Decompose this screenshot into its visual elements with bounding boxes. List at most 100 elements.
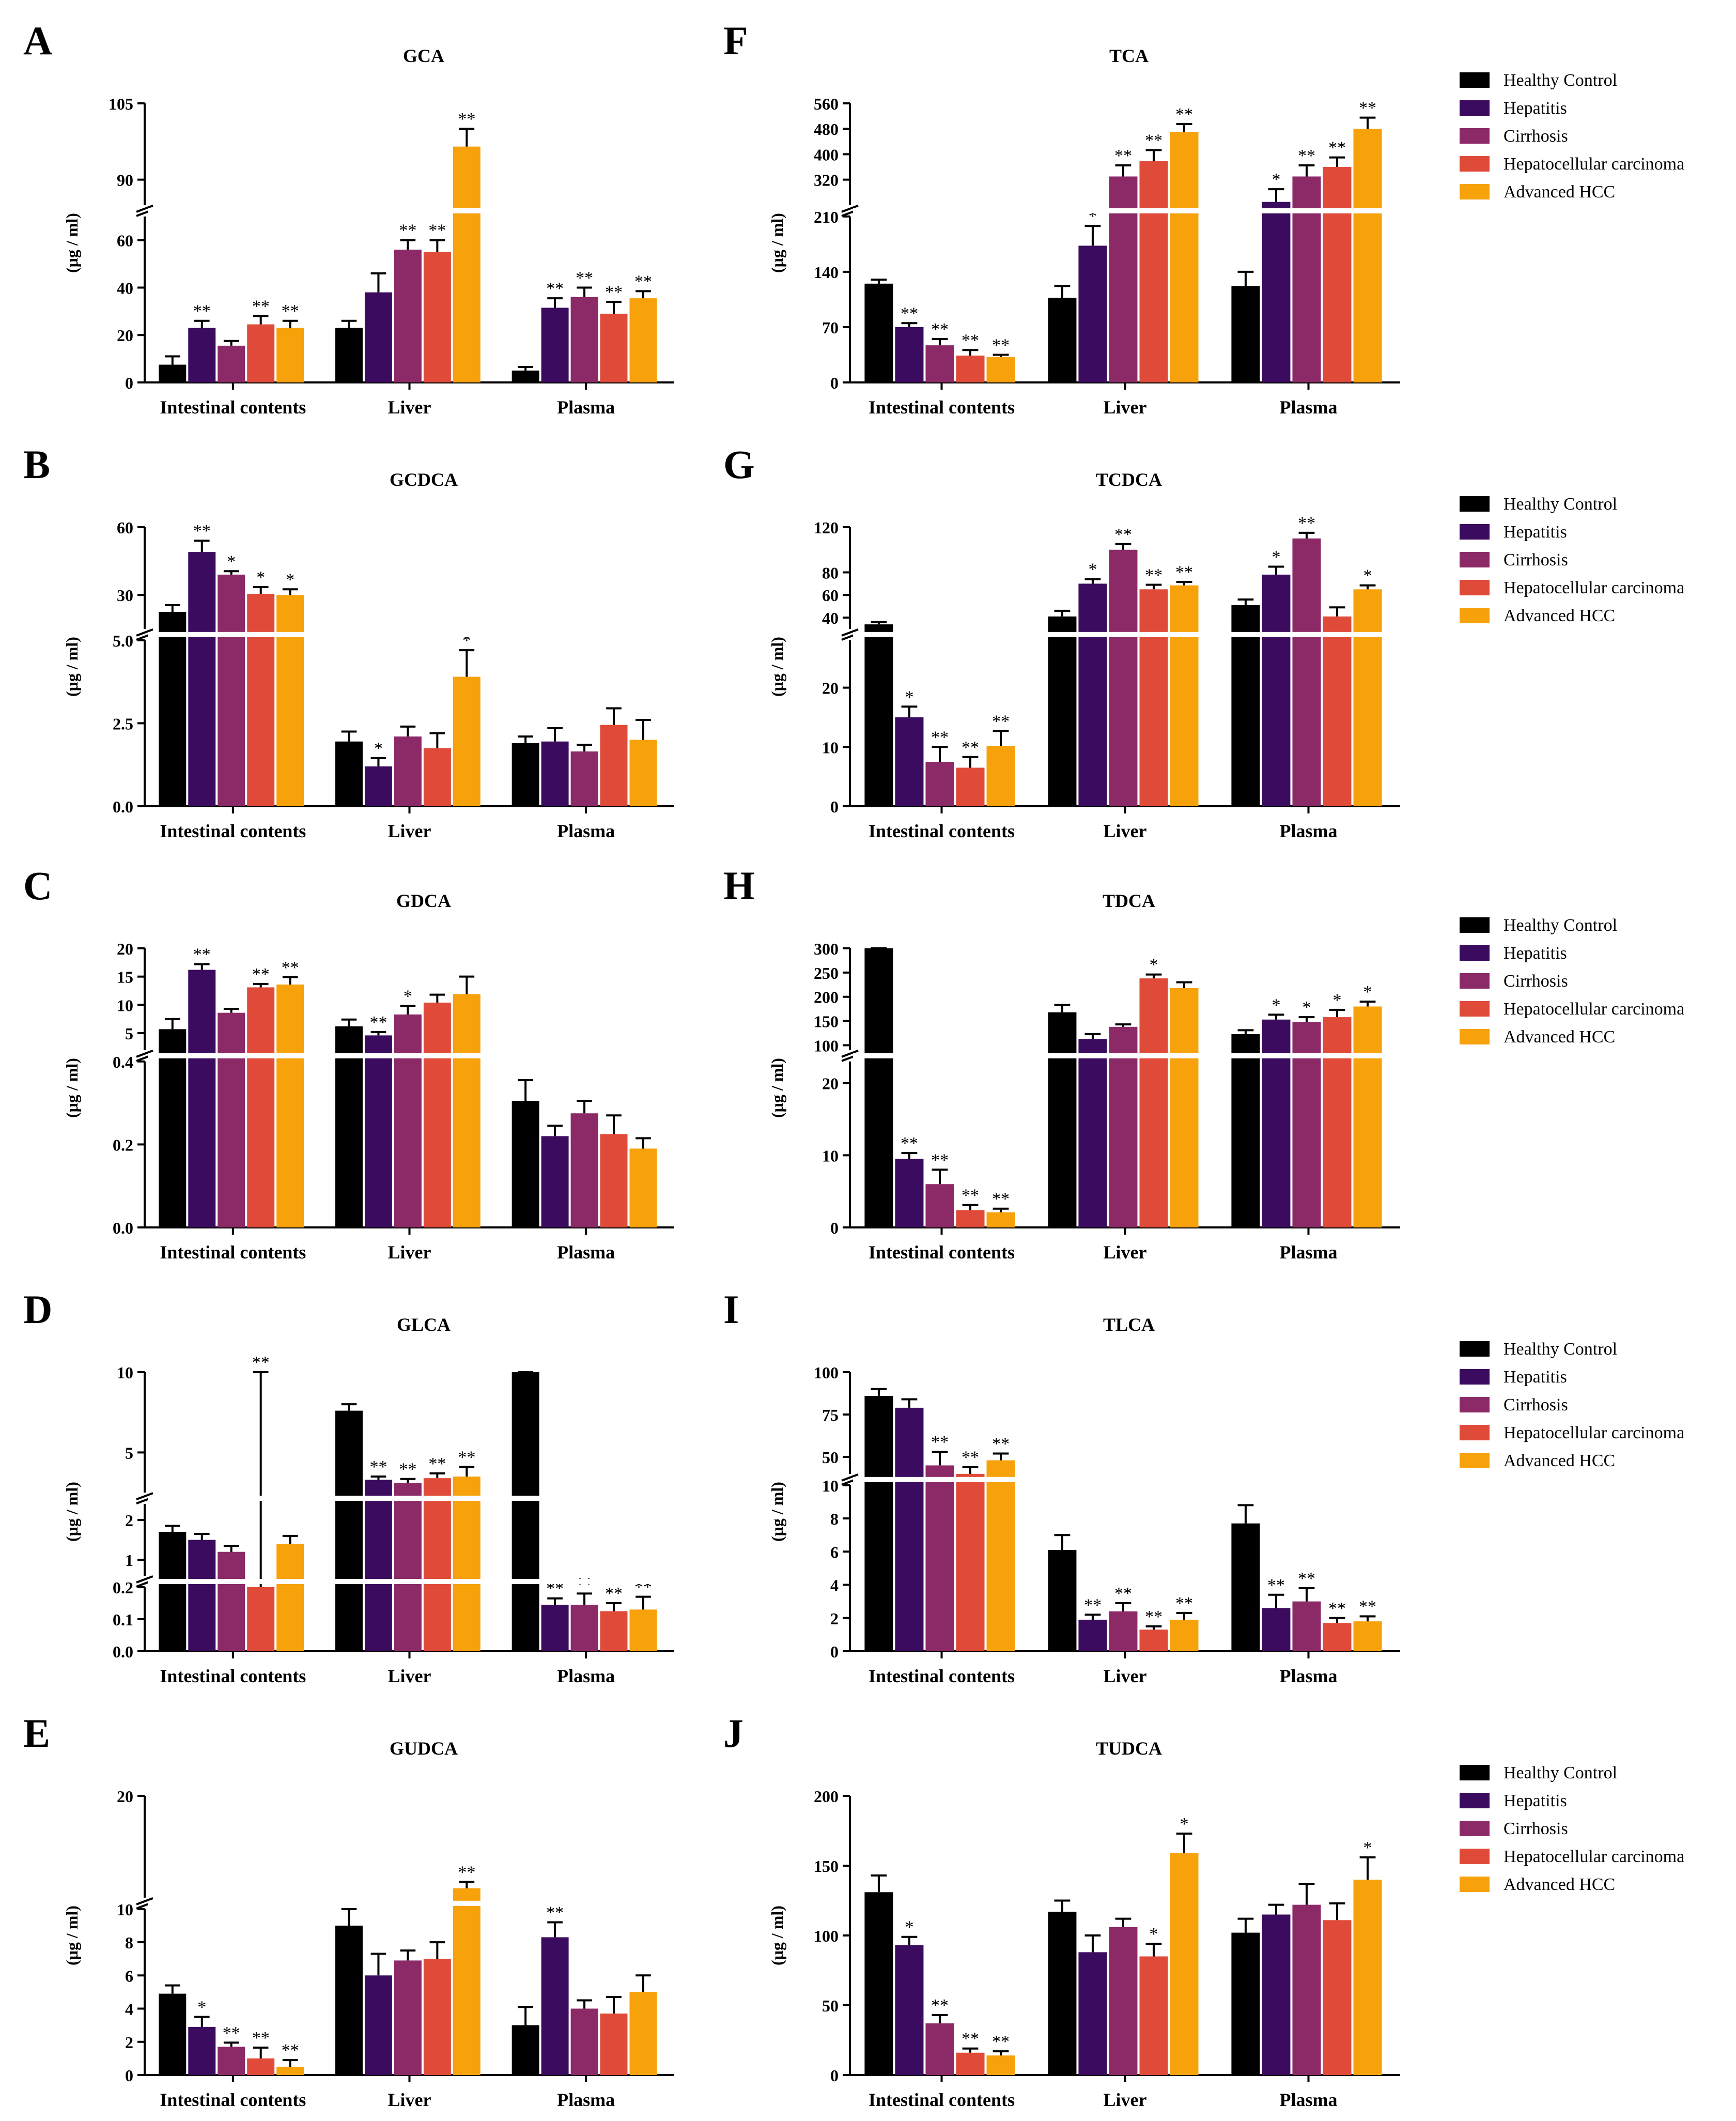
y-tick-label: 150	[814, 1857, 839, 1876]
bar-healthy-control	[159, 1029, 187, 1227]
error-bar	[223, 570, 239, 575]
error-bar	[459, 975, 475, 994]
error-bar	[636, 290, 651, 299]
error-bar	[1115, 1023, 1132, 1027]
error-bar	[1359, 584, 1376, 590]
bar-cirrhosis	[394, 736, 422, 806]
error-bar	[1145, 149, 1162, 161]
error-bar	[400, 1005, 416, 1015]
y-tick-label: 0.1	[113, 1610, 133, 1629]
legend-label: Hepatocellular carcinoma	[1504, 1423, 1684, 1442]
y-tick-label: 0.0	[113, 1642, 133, 1661]
legend-swatch	[1460, 608, 1490, 623]
error-bar	[1237, 270, 1254, 286]
error-bar	[1084, 1613, 1101, 1620]
x-tick-label: Plasma	[1280, 1666, 1338, 1686]
error-bar	[341, 730, 357, 742]
bar-hepatitis	[364, 1035, 392, 1227]
significance-label: *	[227, 552, 236, 571]
bar-hepatocellular-carcinoma	[1323, 1623, 1352, 1651]
bar-hepatocellular-carcinoma	[600, 1134, 628, 1227]
bar-advanced-hcc	[453, 677, 481, 806]
significance-label: **	[992, 335, 1010, 355]
error-bar	[577, 1999, 592, 2009]
error-bar	[1054, 1004, 1071, 1012]
legend-swatch	[1460, 1453, 1490, 1468]
legend-swatch	[1460, 524, 1490, 540]
bar-hepatitis	[1078, 245, 1107, 382]
legend-swatch	[1460, 1397, 1490, 1412]
bar-hepatocellular-carcinoma	[600, 725, 628, 806]
error-bar	[1115, 164, 1132, 177]
bar-hepatitis	[188, 970, 216, 1227]
bar-healthy-control	[864, 948, 893, 1227]
bar-healthy-control	[864, 283, 893, 382]
bar-cirrhosis	[570, 2008, 598, 2075]
bar-advanced-hcc	[1353, 1621, 1382, 1651]
legend-label: Hepatitis	[1504, 522, 1567, 542]
error-bar	[518, 735, 533, 743]
error-bar	[577, 1100, 592, 1114]
legend-label: Hepatitis	[1504, 1367, 1567, 1387]
bar-hepatitis	[188, 328, 216, 382]
legend-swatch	[1460, 973, 1490, 989]
error-bar	[459, 1466, 475, 1477]
legend: Healthy Control Hepatitis Cirrhosis Hepatoc…	[1460, 1763, 1684, 1894]
legend: Healthy Control Hepatitis Cirrhosis Hepatoc…	[1460, 1340, 1684, 1470]
error-bar	[932, 746, 948, 762]
y-tick-label: 0	[125, 374, 133, 392]
significance-label: *	[374, 739, 383, 758]
error-bar	[993, 730, 1009, 746]
bar-healthy-control	[1231, 1932, 1260, 2075]
y-tick-label: 60	[822, 586, 839, 605]
x-tick-label: Intestinal contents	[869, 821, 1015, 841]
error-bar	[1237, 1917, 1254, 1933]
y-tick-label: 100	[814, 1927, 839, 1945]
y-axis-label: (μg / ml)	[63, 1482, 81, 1542]
legend-label: Cirrhosis	[1504, 1395, 1568, 1415]
bar-hepatitis	[895, 327, 924, 382]
bar-cirrhosis	[570, 751, 598, 806]
chart-title: TDCA	[1103, 890, 1155, 911]
x-tick-label: Liver	[388, 821, 431, 841]
panel-letter: G	[723, 442, 755, 487]
error-bar	[1176, 122, 1192, 132]
significance-label: **	[962, 2030, 979, 2049]
bar-advanced-hcc	[629, 1992, 657, 2075]
significance-label: **	[962, 331, 979, 350]
error-bar	[1145, 973, 1162, 979]
significance-label: **	[931, 728, 949, 747]
bar-hepatocellular-carcinoma	[1323, 1920, 1352, 2075]
x-tick-label: Liver	[1104, 397, 1147, 418]
significance-label: **	[193, 302, 211, 321]
significance-label: **	[634, 272, 652, 291]
bar-hepatocellular-carcinoma	[1139, 589, 1168, 806]
significance-label: *	[286, 570, 295, 589]
y-tick-label: 10	[822, 1477, 839, 1495]
error-bar	[341, 1018, 357, 1026]
y-axis-label: (μg / ml)	[768, 213, 786, 273]
legend: Healthy Control Hepatitis Cirrhosis Hepatoc…	[1460, 71, 1684, 202]
significance-label: **	[1114, 146, 1132, 165]
bar-healthy-control	[1048, 298, 1077, 382]
bar-hepatitis	[1078, 1952, 1107, 2075]
bar-cirrhosis	[1109, 549, 1138, 806]
error-bar	[606, 1996, 622, 2014]
x-tick-label: Plasma	[1280, 2089, 1338, 2110]
bar-advanced-hcc	[1170, 988, 1199, 1227]
legend-label: Healthy Control	[1504, 495, 1617, 514]
bar-hepatocellular-carcinoma	[423, 1478, 451, 1651]
error-bar	[1115, 543, 1132, 550]
panel-letter: E	[23, 1711, 50, 1756]
x-tick-label: Plasma	[557, 2089, 615, 2110]
legend-label: Hepatitis	[1504, 1791, 1567, 1810]
bar-advanced-hcc	[276, 984, 304, 1227]
error-bar	[901, 705, 918, 717]
error-bar	[1268, 1013, 1284, 1020]
y-tick-label: 4	[125, 2000, 133, 2019]
bar-advanced-hcc	[1353, 589, 1382, 806]
error-bar	[1329, 606, 1345, 617]
error-bar	[1084, 578, 1101, 584]
error-bar	[901, 1398, 918, 1408]
error-bar	[1176, 1832, 1192, 1853]
